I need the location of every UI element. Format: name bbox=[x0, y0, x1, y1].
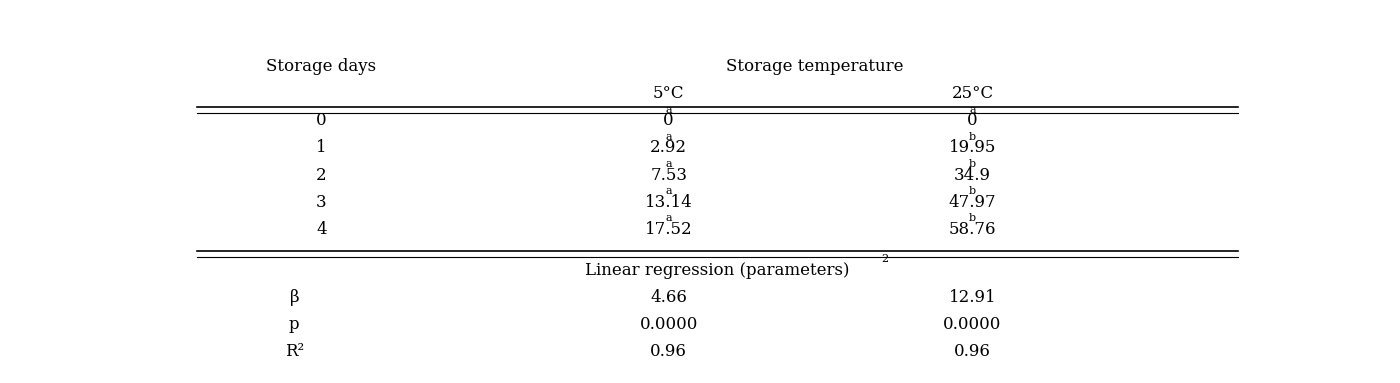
Text: 0: 0 bbox=[664, 112, 673, 129]
Text: a: a bbox=[665, 213, 672, 223]
Text: 7.53: 7.53 bbox=[650, 167, 687, 183]
Text: 3: 3 bbox=[316, 194, 326, 211]
Text: 13.14: 13.14 bbox=[645, 194, 693, 211]
Text: β: β bbox=[290, 289, 300, 306]
Text: b: b bbox=[969, 159, 976, 169]
Text: 5°C: 5°C bbox=[652, 85, 685, 102]
Text: b: b bbox=[969, 132, 976, 142]
Text: 0.96: 0.96 bbox=[953, 343, 991, 360]
Text: a: a bbox=[665, 105, 672, 115]
Text: b: b bbox=[969, 213, 976, 223]
Text: 1: 1 bbox=[316, 139, 326, 157]
Text: a: a bbox=[665, 159, 672, 169]
Text: 2.92: 2.92 bbox=[650, 139, 687, 157]
Text: 4.66: 4.66 bbox=[650, 289, 687, 306]
Text: 17.52: 17.52 bbox=[645, 221, 693, 238]
Text: R²: R² bbox=[284, 343, 304, 360]
Text: 25°C: 25°C bbox=[952, 85, 994, 102]
Text: 19.95: 19.95 bbox=[949, 139, 997, 157]
Text: 2: 2 bbox=[882, 254, 889, 264]
Text: 0.0000: 0.0000 bbox=[640, 316, 697, 333]
Text: Storage days: Storage days bbox=[266, 58, 377, 75]
Text: 0.0000: 0.0000 bbox=[944, 316, 1001, 333]
Text: 47.97: 47.97 bbox=[949, 194, 997, 211]
Text: a: a bbox=[665, 132, 672, 142]
Text: 0: 0 bbox=[316, 112, 326, 129]
Text: a: a bbox=[665, 186, 672, 196]
Text: b: b bbox=[969, 186, 976, 196]
Text: 0.96: 0.96 bbox=[650, 343, 687, 360]
Text: a: a bbox=[969, 105, 976, 115]
Text: 34.9: 34.9 bbox=[953, 167, 991, 183]
Text: 12.91: 12.91 bbox=[949, 289, 997, 306]
Text: 0: 0 bbox=[967, 112, 977, 129]
Text: Storage temperature: Storage temperature bbox=[727, 58, 904, 75]
Text: 2: 2 bbox=[316, 167, 326, 183]
Text: 4: 4 bbox=[316, 221, 326, 238]
Text: p: p bbox=[288, 316, 300, 333]
Text: Linear regression (parameters): Linear regression (parameters) bbox=[585, 262, 850, 278]
Text: 58.76: 58.76 bbox=[949, 221, 997, 238]
